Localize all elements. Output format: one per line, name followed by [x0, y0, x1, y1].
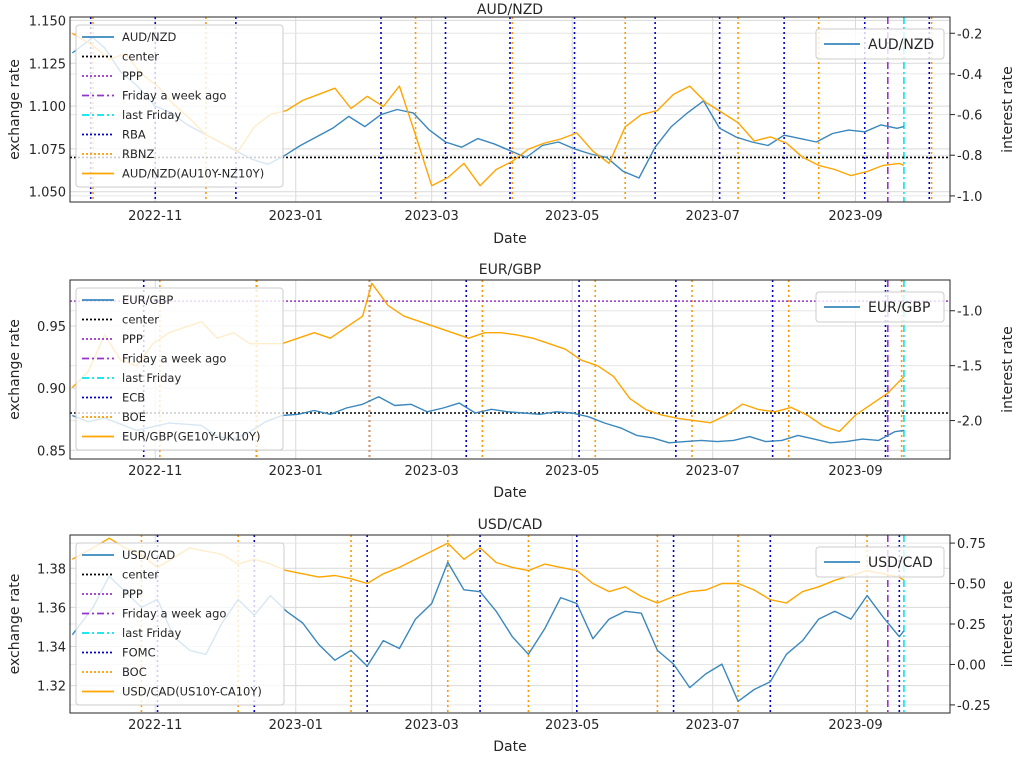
y2-tick-label: -0.2: [957, 27, 982, 42]
y-axis-label: exchange rate: [7, 574, 23, 675]
x-tick-label: 2023-09: [828, 718, 882, 733]
legend-label: last Friday: [122, 108, 181, 122]
legend-label: AUD/NZD: [868, 37, 934, 53]
legend-left: AUD/NZD center PPP Friday a week ago last Fr…: [75, 24, 284, 188]
chart-title: AUD/NZD: [477, 2, 543, 18]
x-tick-label: 2022-11: [128, 209, 182, 224]
y2-tick-label: 0.00: [957, 658, 986, 673]
plot-frame: [69, 16, 951, 203]
legend-label: FOMC: [122, 646, 156, 660]
legend-label: Friday a week ago: [122, 89, 226, 103]
y-tick-label: 0.90: [37, 382, 66, 397]
legend-label: PPP: [122, 69, 143, 83]
y2-axis-label: interest rate: [1000, 326, 1016, 413]
x-axis-label: Date: [493, 485, 526, 501]
legend-label: AUD/NZD: [122, 30, 176, 44]
legend-label: Friday a week ago: [122, 607, 226, 621]
legend-label: last Friday: [122, 371, 181, 385]
legend-label: last Friday: [122, 626, 181, 640]
x-axis-label: Date: [493, 739, 526, 755]
y2-tick-label: -0.6: [957, 109, 982, 124]
legend-label: center: [122, 50, 159, 64]
legend-label: center: [122, 568, 159, 582]
legend-label: EUR/GBP: [868, 300, 930, 316]
legend-label: USD/CAD: [868, 555, 933, 571]
legend-label: RBA: [122, 128, 146, 142]
x-tick-label: 2023-03: [405, 464, 459, 479]
chart-panel-1: 2022-11 2023-01 2023-03 2023-05 2023-07 2023-…: [7, 2, 1016, 247]
x-tick-label: 2023-05: [545, 464, 599, 479]
y2-tick-label: -1.0: [957, 305, 982, 320]
x-tick-label: 2023-09: [828, 209, 882, 224]
y2-tick-label: -0.25: [957, 699, 991, 714]
y-tick-label: 1.075: [29, 143, 66, 158]
legend-label: center: [122, 313, 159, 327]
y2-tick-label: -0.4: [957, 68, 982, 83]
x-tick-label: 2023-05: [545, 209, 599, 224]
x-tick-label: 2022-11: [128, 718, 182, 733]
legend-label: AUD/NZD(AU10Y-NZ10Y): [122, 167, 264, 181]
legend-right: USD/CAD: [815, 546, 945, 578]
plot-frame: [69, 279, 951, 460]
y-tick-label: 1.36: [37, 601, 66, 616]
legend-label: EUR/GBP(GE10Y-UK10Y): [122, 430, 261, 444]
y-tick-label: 0.95: [37, 320, 66, 335]
legend-label: ECB: [122, 391, 145, 405]
y2-tick-label: 0.25: [957, 618, 986, 633]
y-tick-label: 1.150: [29, 14, 66, 29]
y2-tick-label: -1.5: [957, 360, 982, 375]
y2-axis-label: interest rate: [1000, 66, 1016, 153]
x-tick-label: 2023-03: [405, 718, 459, 733]
chart-panel-3: 2022-11 2023-01 2023-03 2023-05 2023-07 2023-…: [7, 517, 1016, 755]
x-tick-label: 2023-07: [686, 209, 740, 224]
y2-tick-label: -1.0: [957, 190, 982, 205]
legend-label: BOE: [122, 410, 146, 424]
y-axis-label: exchange rate: [7, 319, 23, 420]
y-tick-label: 1.125: [29, 57, 66, 72]
y2-tick-label: 0.75: [957, 537, 986, 552]
x-tick-label: 2023-07: [686, 718, 740, 733]
chart-panel-2: 2022-11 2023-01 2023-03 2023-05 2023-07 2023-…: [7, 262, 1016, 501]
x-tick-label: 2023-01: [269, 209, 323, 224]
legend-label: EUR/GBP: [122, 293, 173, 307]
legend-right: AUD/NZD: [815, 28, 945, 60]
legend-label: PPP: [122, 332, 143, 346]
y2-axis-label: interest rate: [1000, 581, 1016, 668]
legend-left: EUR/GBP center PPP Friday a week ago last Fr…: [75, 287, 284, 451]
legend-label: USD/CAD(US10Y-CA10Y): [122, 685, 262, 699]
x-axis-label: Date: [493, 231, 526, 247]
legend-right: EUR/GBP: [815, 291, 945, 323]
chart-title: USD/CAD: [478, 517, 543, 533]
legend-label: Friday a week ago: [122, 352, 226, 366]
y-axis-label: exchange rate: [7, 59, 23, 160]
x-tick-label: 2023-01: [269, 718, 323, 733]
x-tick-label: 2023-03: [405, 209, 459, 224]
y2-tick-label: 0.50: [957, 578, 986, 593]
legend-left: USD/CAD center PPP Friday a week ago last Fr…: [75, 542, 285, 706]
x-tick-label: 2022-11: [128, 464, 182, 479]
y2-tick-label: -2.0: [957, 415, 982, 430]
legend-label: PPP: [122, 587, 143, 601]
legend-label: USD/CAD: [122, 548, 175, 562]
y-tick-label: 1.050: [29, 186, 66, 201]
y-tick-label: 1.34: [37, 640, 66, 655]
x-tick-label: 2023-07: [686, 464, 740, 479]
chart-title: EUR/GBP: [479, 262, 541, 278]
legend-label: BOC: [122, 665, 147, 679]
y-tick-label: 0.85: [37, 444, 66, 459]
y-tick-label: 1.32: [37, 680, 66, 695]
y2-tick-label: -0.8: [957, 149, 982, 164]
plot-frame: [69, 534, 951, 714]
y-tick-label: 1.100: [29, 100, 66, 115]
x-tick-label: 2023-05: [545, 718, 599, 733]
x-tick-label: 2023-01: [269, 464, 323, 479]
y-tick-label: 1.38: [37, 562, 66, 577]
x-tick-label: 2023-09: [828, 464, 882, 479]
legend-label: RBNZ: [122, 147, 154, 161]
